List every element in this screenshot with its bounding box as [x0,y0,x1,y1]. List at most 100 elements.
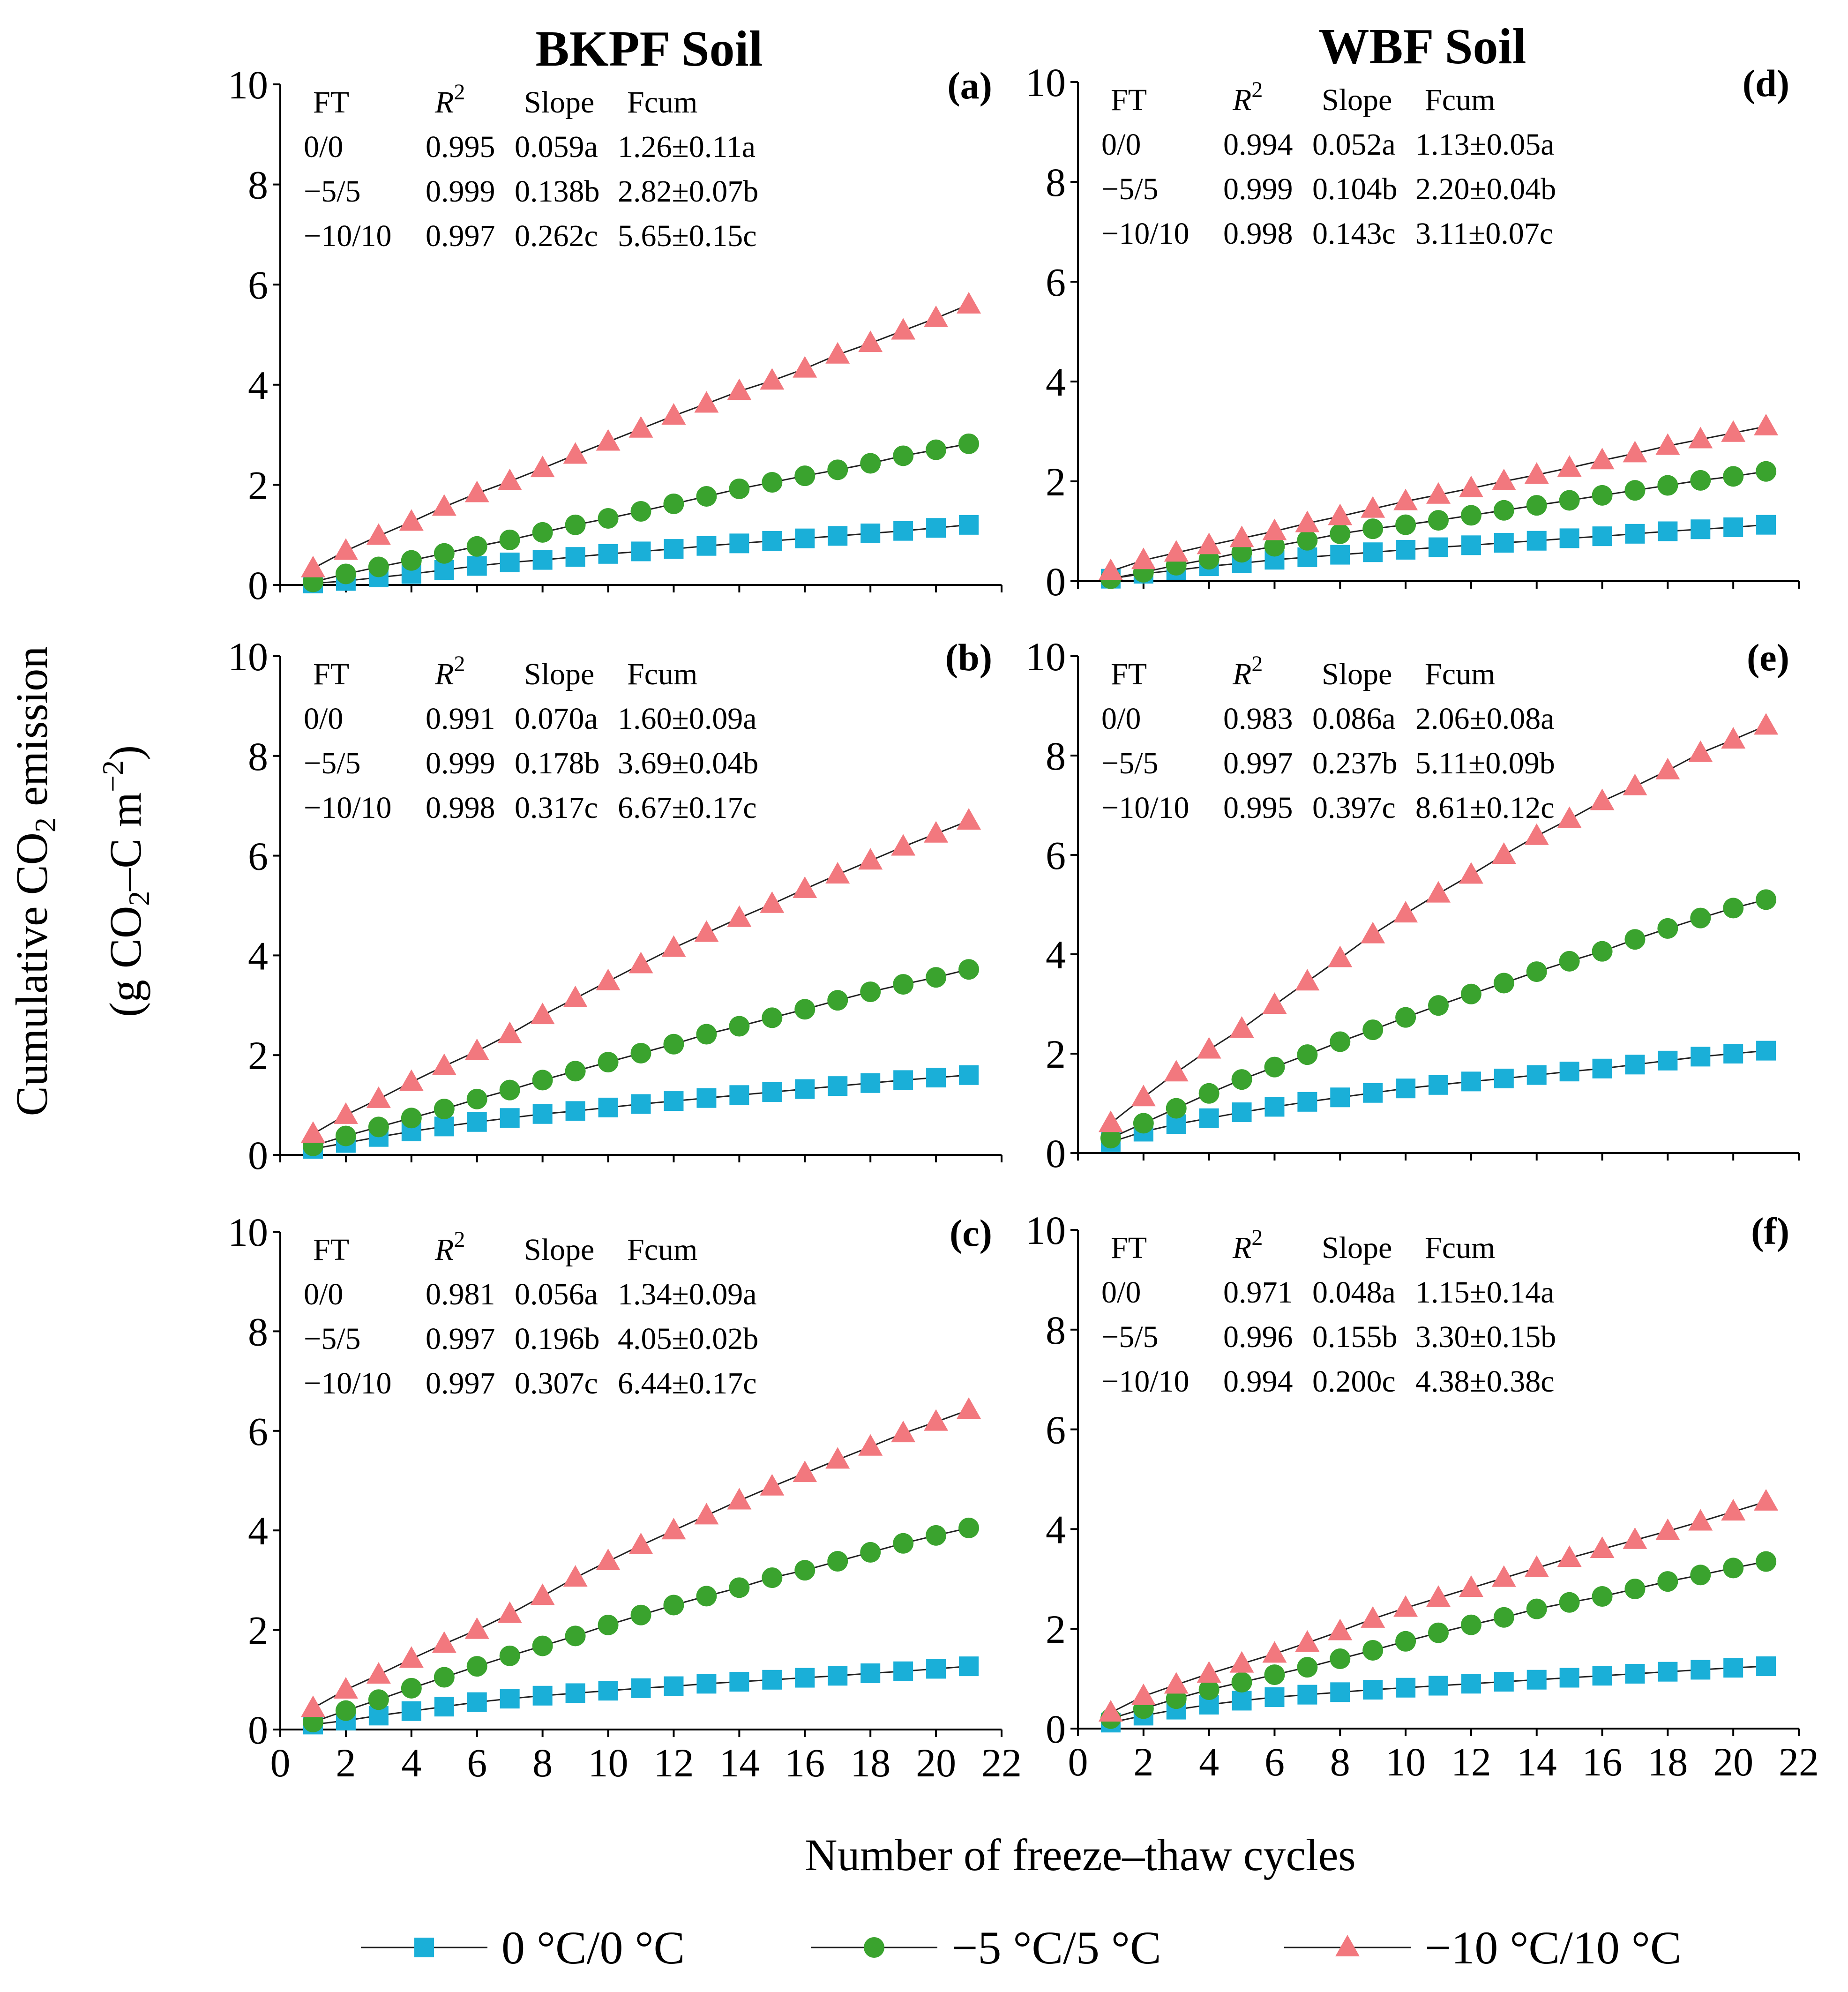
data-point [1264,536,1285,557]
data-point [630,1604,651,1625]
y-tick-label: 4 [1046,1507,1066,1552]
data-point [664,1091,684,1111]
data-point [530,456,555,478]
stats-cell: 0.086a [1312,702,1396,736]
data-point [598,1681,618,1701]
y-tick-label: 0 [1046,1707,1066,1752]
data-point [335,1700,356,1721]
data-point [1721,420,1746,442]
data-point [1526,495,1547,516]
data-point [401,1701,421,1721]
data-point [1691,1047,1711,1067]
data-point [827,1551,848,1572]
data-point [631,541,651,562]
y-tick-label: 2 [1046,459,1066,504]
data-point [893,974,914,995]
stats-cell: 0.196b [515,1322,600,1356]
data-point [631,1678,651,1698]
stats-header: Fcum [627,85,697,120]
data-point [432,494,456,516]
data-point [532,522,553,543]
data-point [1688,740,1713,762]
stats-cell: 8.61±0.12c [1415,791,1555,825]
data-point [1330,1087,1350,1108]
stats-header: Slope [1322,1231,1392,1265]
data-point [696,1024,717,1045]
data-point [1691,1660,1711,1680]
data-point [825,1447,850,1469]
data-point [368,1689,389,1710]
data-point [1363,542,1383,562]
data-point [762,1007,783,1028]
stats-cell: 4.05±0.02b [618,1322,758,1356]
data-point [858,848,883,870]
data-point [1494,1069,1514,1088]
data-point [1328,503,1353,525]
legend-marker [864,1937,884,1958]
stats-cell: 0.997 [426,219,495,253]
data-point [1491,842,1516,864]
data-point [858,1434,883,1456]
data-point [1131,547,1156,569]
data-point [1493,1607,1514,1628]
x-tick-label: 12 [653,1740,694,1785]
stats-cell: 0.317c [515,791,598,825]
data-point [366,1662,391,1684]
data-point [563,985,588,1007]
data-point [464,1617,489,1639]
data-point [827,990,848,1011]
data-point [828,526,848,546]
data-point [1459,862,1483,884]
data-point [1231,1672,1252,1693]
data-point [1756,461,1777,482]
data-point [1362,1019,1384,1041]
stats-cell: 5.65±0.15c [618,219,757,253]
y-tick-label: 0 [248,1133,268,1178]
stats-cell: −5/5 [1101,746,1159,780]
stats-cell: 0/0 [304,1277,343,1311]
data-point [434,543,455,564]
data-point [596,1549,621,1571]
stats-header: R2 [434,652,465,691]
data-point [1393,1595,1418,1617]
data-point [1690,907,1711,929]
data-point [1460,505,1481,526]
data-point [1428,1622,1449,1643]
data-point [1197,1661,1221,1683]
data-point [1754,413,1779,435]
data-point [1655,757,1680,779]
data-point [860,1663,881,1683]
data-point [1098,558,1123,580]
data-point [1690,470,1711,491]
data-point [1559,1062,1579,1082]
stats-cell: 0/0 [1101,127,1141,162]
data-point [434,1697,454,1717]
y-axis-title-line2: (g CO2​–C m−2​) [96,745,156,1017]
stats-cell: 0.995 [426,130,495,164]
y-tick-label: 2 [248,1033,268,1078]
data-point [1393,901,1418,923]
data-point [926,1068,946,1088]
data-point [1426,1585,1451,1607]
y-tick-label: 10 [1025,1208,1066,1253]
stats-cell: 0.996 [1223,1320,1293,1354]
data-point [530,1003,555,1025]
data-point [1723,1658,1743,1678]
y-tick-label: 10 [228,62,268,107]
data-point [1264,1687,1285,1707]
data-point [1328,1618,1353,1640]
y-tick-label: 6 [1046,833,1066,878]
data-point [1330,523,1351,544]
data-point [957,292,981,314]
stats-cell: 0.104b [1312,172,1398,206]
data-point [1295,969,1320,991]
data-point [661,403,686,425]
data-point [1524,1555,1549,1577]
data-point [664,1676,684,1696]
data-point [1133,1113,1154,1134]
data-point [860,981,881,1003]
data-point [499,1645,520,1666]
